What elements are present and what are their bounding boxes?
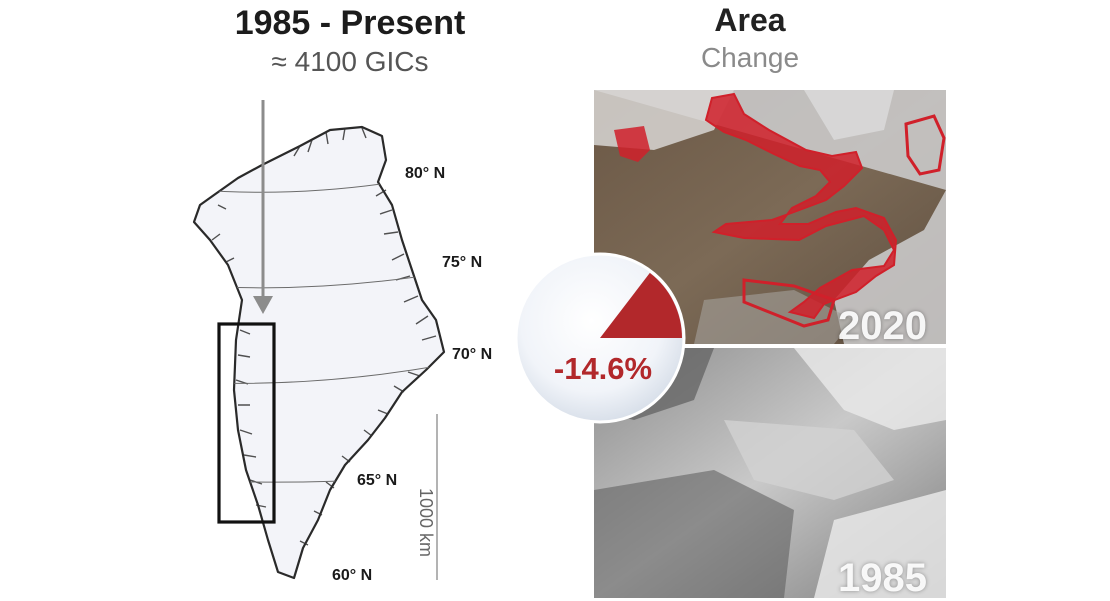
arrow-head-icon [253,296,273,314]
latitude-label-75: 75° N [442,254,483,271]
glacier-outline-2020 [704,92,898,320]
latitude-label-60: 60° N [332,567,373,584]
pie-slice-change [600,272,682,338]
area-change-pie [514,252,686,424]
glacier-outline-2020 [742,278,836,328]
latitude-label-80: 80° N [405,165,446,182]
latitude-label-70: 70° N [452,346,493,363]
left-subtitle: ≈ 4100 GICs [271,46,429,77]
year-label-2020: 2020 [838,304,927,348]
glacier-outline-2020 [904,114,946,176]
study-region-box [217,322,276,524]
greenland-map [192,100,446,580]
glacier-outline-2020 [614,126,650,162]
latitude-label-65: 65° N [357,472,398,489]
right-title: Area [714,2,786,38]
greenland-ice-sheet [192,125,446,580]
right-subtitle: Change [700,42,800,73]
year-label-1985: 1985 [838,556,927,600]
scale-label: 1000 km [416,488,436,558]
area-change-percent: -14.6% [553,351,653,386]
left-title: 1985 - Present [234,4,466,42]
